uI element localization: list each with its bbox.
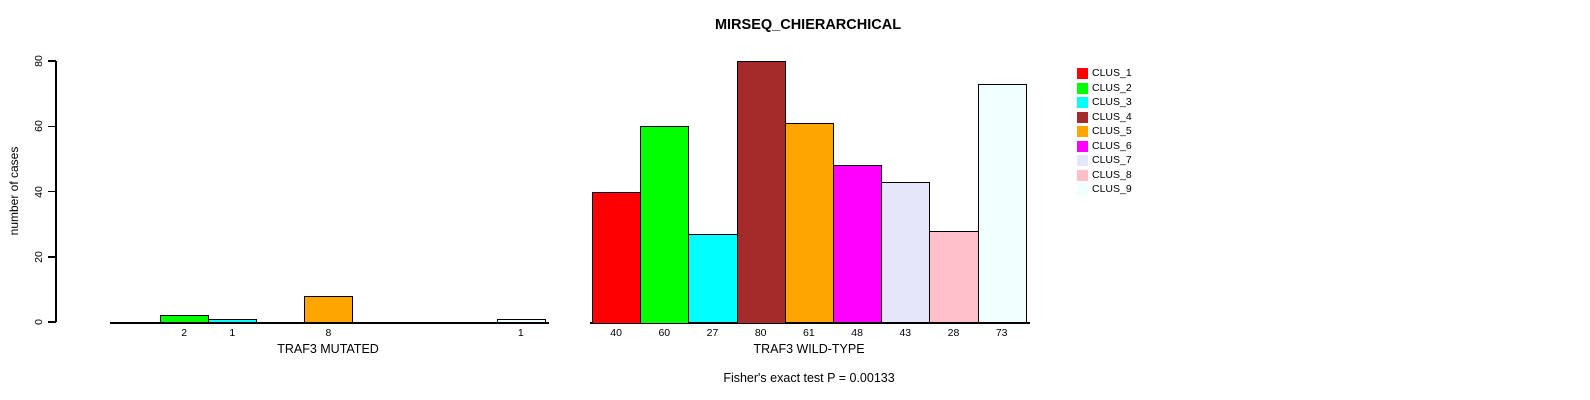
legend-label: CLUS_2 (1092, 81, 1132, 94)
bar-value-label: 2 (181, 327, 188, 339)
bar-clus_2 (160, 315, 210, 324)
y-axis-label: number of cases (7, 146, 21, 236)
bar-clus_7 (881, 181, 931, 324)
bar-value-label: 8 (325, 327, 332, 339)
bar-clus_9 (496, 318, 546, 324)
bar-clus_1 (592, 191, 642, 324)
bar-clus_5 (304, 295, 354, 324)
bar-clus_8 (929, 230, 979, 324)
bar-value-label: 40 (610, 327, 622, 339)
legend-swatch-clus_7 (1077, 155, 1088, 166)
bar-value-label: 80 (754, 327, 767, 339)
y-tick (48, 60, 56, 62)
legend-label: CLUS_6 (1092, 139, 1132, 152)
legend-swatch-clus_4 (1077, 111, 1088, 123)
bar-value-label: 27 (706, 327, 719, 339)
y-tick-label: 60 (33, 120, 45, 133)
bar-value-label: 1 (229, 327, 236, 339)
bar-clus_3 (688, 233, 738, 324)
chart-title: MIRSEQ_CHIERARCHICAL (714, 17, 902, 33)
bar-clus_2 (640, 126, 690, 324)
legend-swatch-clus_3 (1077, 97, 1088, 108)
legend-label: CLUS_7 (1092, 154, 1132, 166)
legend-label: CLUS_3 (1092, 96, 1132, 108)
legend-swatch-clus_9 (1077, 184, 1088, 195)
fisher-test-note: Fisher's exact test P = 0.00133 (723, 371, 895, 385)
y-tick-label: 20 (33, 250, 45, 263)
legend-swatch-clus_2 (1077, 82, 1088, 94)
bar-value-label: 1 (517, 327, 524, 339)
y-tick (48, 190, 56, 193)
y-tick (48, 321, 56, 323)
x-axis-title-wildtype: TRAF3 WILD-TYPE (753, 342, 865, 356)
legend-label: CLUS_5 (1092, 125, 1132, 137)
bar-clus_4 (736, 61, 786, 324)
y-tick-label: 0 (33, 319, 45, 325)
bar-value-label: 60 (658, 327, 671, 339)
legend-label: CLUS_4 (1092, 110, 1132, 123)
y-tick-label: 40 (33, 185, 45, 198)
bar-value-label: 48 (851, 327, 863, 339)
legend-swatch-clus_5 (1077, 126, 1088, 137)
bar-clus_5 (784, 122, 834, 324)
legend-swatch-clus_8 (1077, 169, 1088, 181)
y-tick-label: 80 (33, 55, 45, 67)
legend-label: CLUS_1 (1092, 67, 1132, 79)
legend-label: CLUS_9 (1092, 183, 1132, 195)
legend-swatch-clus_6 (1077, 140, 1088, 152)
legend-label: CLUS_8 (1092, 168, 1132, 181)
bar-value-label: 73 (995, 327, 1008, 339)
bar-value-label: 28 (947, 327, 960, 339)
bar-clus_3 (208, 318, 258, 324)
y-tick (48, 256, 56, 258)
bar-value-label: 61 (803, 327, 815, 339)
x-axis-title-mutated: TRAF3 MUTATED (277, 342, 379, 356)
bar-clus_6 (833, 165, 883, 324)
bar-clus_9 (977, 83, 1027, 324)
bar-value-label: 43 (899, 327, 912, 339)
y-tick (48, 125, 56, 127)
legend-swatch-clus_1 (1077, 68, 1088, 79)
